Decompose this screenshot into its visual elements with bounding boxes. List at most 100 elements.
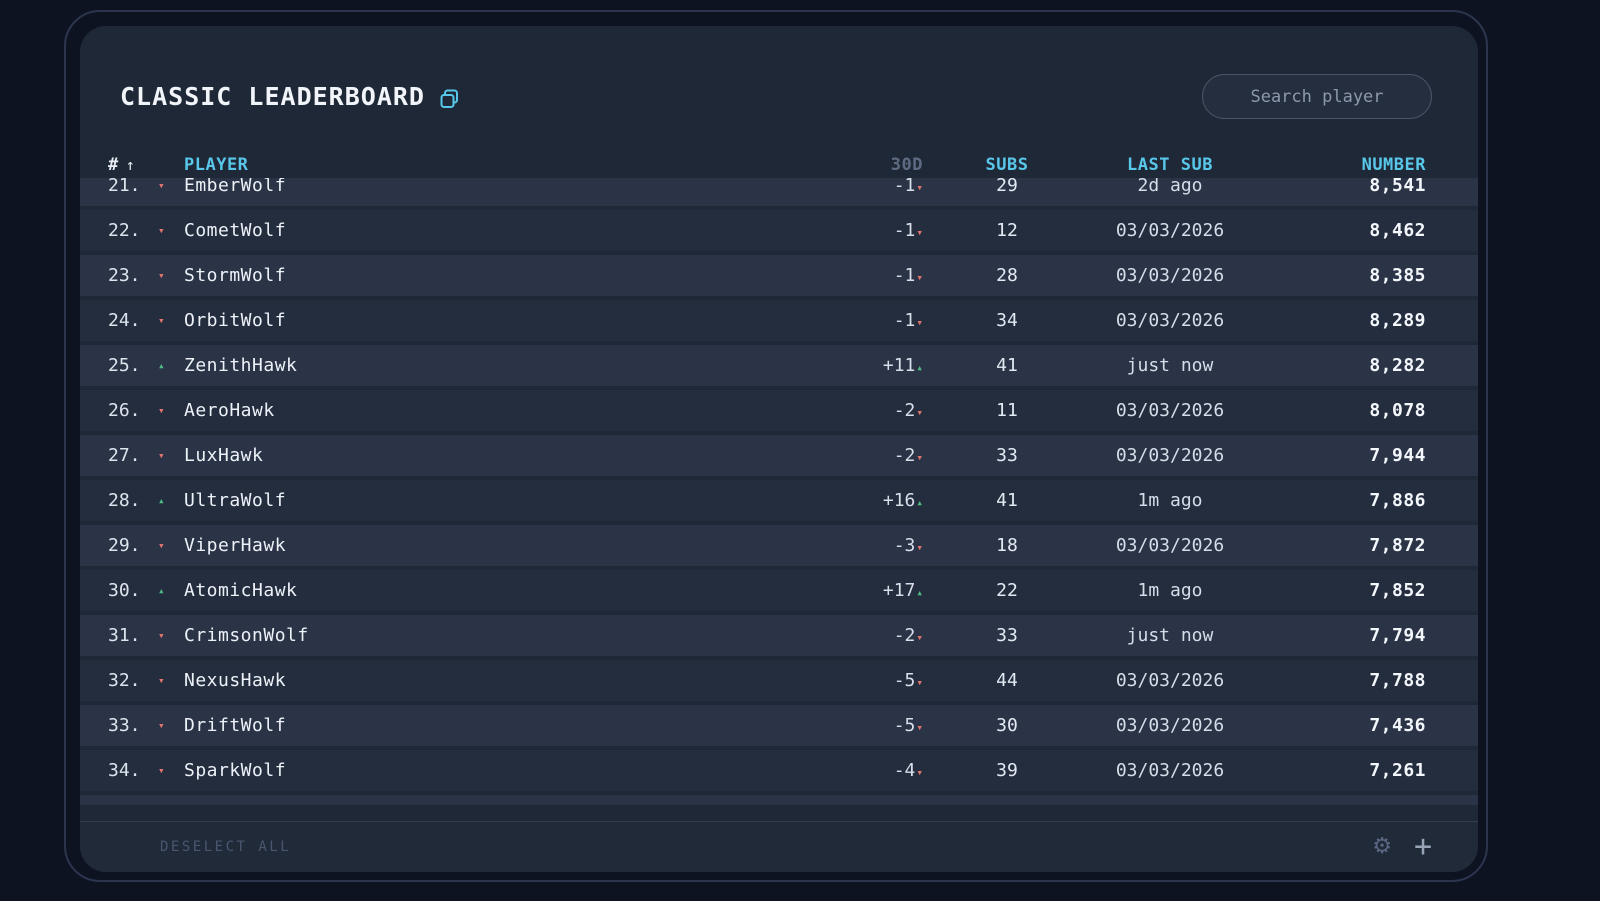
change-30d-cell: -2▾ (893, 625, 923, 647)
rank-trend-icon: ▴ (158, 359, 165, 373)
player-name: LuxHawk (184, 445, 264, 467)
number-cell: 8,462 (1369, 220, 1426, 242)
change-trend-icon: ▾ (916, 541, 923, 555)
number-cell: 8,541 (1369, 178, 1426, 197)
column-header-rank[interactable]: # ↑ (108, 155, 158, 175)
rank-cell: 32. (108, 670, 141, 692)
change-30d-cell: -5▾ (893, 670, 923, 692)
column-header-player[interactable]: PLAYER (184, 155, 803, 175)
deselect-all-button[interactable]: DESELECT ALL (160, 839, 292, 855)
rank-trend-icon: ▾ (158, 719, 165, 733)
table-row[interactable]: 32. ▾ NexusHawk -5▾ 44 03/03/2026 7,788 (80, 660, 1478, 702)
change-30d-cell: -1▾ (893, 178, 923, 197)
rank-trend-icon: ▾ (158, 269, 165, 283)
change-trend-icon: ▾ (916, 271, 923, 285)
table-row[interactable]: 28. ▴ UltraWolf +16▴ 41 1m ago 7,886 (80, 480, 1478, 522)
player-name: CrimsonWolf (184, 625, 309, 647)
change-trend-icon: ▾ (916, 676, 923, 690)
copy-icon (439, 89, 461, 113)
change-30d-cell: +16▴ (882, 490, 923, 512)
table-row[interactable]: 24. ▾ OrbitWolf -1▾ 34 03/03/2026 8,289 (80, 300, 1478, 342)
card-header: CLASSIC LEADERBOARD (80, 26, 1478, 119)
last-sub-cell: 03/03/2026 (1115, 535, 1225, 557)
change-30d-cell: -3▾ (893, 535, 923, 557)
last-sub-cell: 03/03/2026 (1115, 715, 1225, 737)
table-row[interactable]: 26. ▾ AeroHawk -2▾ 11 03/03/2026 8,078 (80, 390, 1478, 432)
rank-cell: 21. (108, 178, 141, 197)
number-cell: 8,282 (1369, 355, 1426, 377)
number-cell: 7,944 (1369, 445, 1426, 467)
player-name: ZenithHawk (184, 355, 298, 377)
change-30d-cell: -2▾ (893, 400, 923, 422)
rank-trend-icon: ▾ (158, 629, 165, 643)
last-sub-cell: 1m ago (1137, 580, 1203, 602)
table-row[interactable]: 29. ▾ ViperHawk -3▾ 18 03/03/2026 7,872 (80, 525, 1478, 567)
table-row[interactable]: 33. ▾ DriftWolf -5▾ 30 03/03/2026 7,436 (80, 705, 1478, 747)
rank-cell: 23. (108, 265, 141, 287)
rank-trend-icon: ▾ (158, 674, 165, 688)
rank-cell: 33. (108, 715, 141, 737)
change-trend-icon: ▴ (916, 496, 923, 510)
player-name: UltraWolf (184, 490, 287, 512)
footer-bar: DESELECT ALL ⚙ + (80, 821, 1478, 872)
rank-cell: 29. (108, 535, 141, 557)
column-header-number[interactable]: NUMBER (1296, 155, 1426, 175)
table-row[interactable]: 31. ▾ CrimsonWolf -2▾ 33 just now 7,794 (80, 615, 1478, 657)
rank-cell: 30. (108, 580, 141, 602)
add-button[interactable]: + (1414, 832, 1432, 862)
table-row[interactable]: 22. ▾ CometWolf -1▾ 12 03/03/2026 8,462 (80, 210, 1478, 252)
change-30d-cell: -2▾ (893, 445, 923, 467)
column-header-subs[interactable]: SUBS (970, 155, 1044, 175)
subs-cell: 28 (996, 265, 1018, 287)
subs-cell: 12 (996, 220, 1018, 242)
window-frame (64, 10, 1488, 882)
subs-cell: 41 (996, 355, 1018, 377)
leaderboard-rows-viewport[interactable]: 21. ▾ EmberWolf -1▾ 29 2d ago 8,541 22. … (80, 178, 1478, 806)
player-name: SparkWolf (184, 760, 287, 782)
table-row[interactable]: 21. ▾ EmberWolf -1▾ 29 2d ago 8,541 (80, 178, 1478, 207)
rank-cell: 25. (108, 355, 141, 377)
copy-button[interactable] (439, 88, 461, 110)
change-30d-cell: -1▾ (893, 310, 923, 332)
change-30d-cell: +17▴ (882, 580, 923, 602)
subs-cell: 22 (996, 580, 1018, 602)
rank-cell: 28. (108, 490, 141, 512)
number-cell: 7,261 (1369, 760, 1426, 782)
column-header-last-sub[interactable]: LAST SUB (1044, 155, 1296, 175)
subs-cell: 39 (996, 760, 1018, 782)
table-row[interactable]: 30. ▴ AtomicHawk +17▴ 22 1m ago 7,852 (80, 570, 1478, 612)
number-cell: 7,788 (1369, 670, 1426, 692)
table-row[interactable]: 27. ▾ LuxHawk -2▾ 33 03/03/2026 7,944 (80, 435, 1478, 477)
rank-trend-icon: ▾ (158, 179, 165, 193)
number-cell: 7,886 (1369, 490, 1426, 512)
rank-cell: 34. (108, 760, 141, 782)
table-row[interactable]: 25. ▴ ZenithHawk +11▴ 41 just now 8,282 (80, 345, 1478, 387)
change-trend-icon: ▾ (916, 181, 923, 195)
table-row[interactable]: 34. ▾ SparkWolf -4▾ 39 03/03/2026 7,261 (80, 750, 1478, 792)
page-title: CLASSIC LEADERBOARD (120, 82, 425, 111)
rank-trend-icon: ▾ (158, 404, 165, 418)
leaderboard-rows: 21. ▾ EmberWolf -1▾ 29 2d ago 8,541 22. … (80, 178, 1478, 806)
table-row[interactable]: 23. ▾ StormWolf -1▾ 28 03/03/2026 8,385 (80, 255, 1478, 297)
settings-button[interactable]: ⚙ (1372, 836, 1392, 858)
number-cell: 8,385 (1369, 265, 1426, 287)
subs-cell: 33 (996, 625, 1018, 647)
change-trend-icon: ▴ (916, 361, 923, 375)
last-sub-cell: just now (1126, 355, 1214, 377)
sort-ascending-icon: ↑ (125, 155, 136, 174)
change-trend-icon: ▾ (916, 406, 923, 420)
column-header-30d[interactable]: 30D (803, 155, 970, 175)
number-cell: 7,436 (1369, 715, 1426, 737)
rank-trend-icon: ▾ (158, 224, 165, 238)
subs-cell: 41 (996, 490, 1018, 512)
subs-cell: 11 (996, 400, 1018, 422)
change-30d-cell: -5▾ (893, 715, 923, 737)
gear-icon: ⚙ (1372, 834, 1392, 859)
number-cell: 8,078 (1369, 400, 1426, 422)
player-name: DriftWolf (184, 715, 287, 737)
player-name: AtomicHawk (184, 580, 298, 602)
last-sub-cell: just now (1126, 625, 1214, 647)
change-trend-icon: ▾ (916, 721, 923, 735)
search-input[interactable] (1202, 74, 1432, 119)
table-row[interactable]: 35. ▾ EchoWolf -4▾ 9 03/03/2026 7,110 (80, 795, 1478, 806)
